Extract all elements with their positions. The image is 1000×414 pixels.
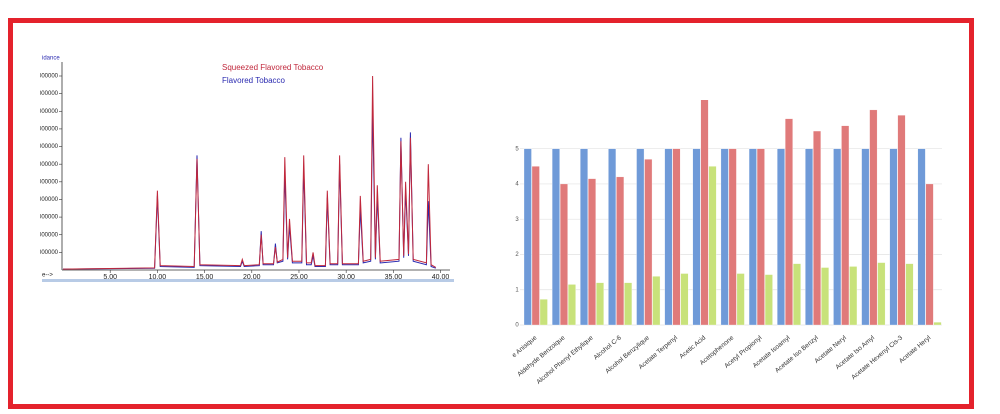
x-tick-label: 20.00 (243, 274, 261, 281)
bar (608, 148, 617, 326)
bar (567, 284, 576, 326)
x-tick-label: 15.00 (196, 274, 214, 281)
y-tick-label: 2000000 (35, 232, 59, 238)
y-tick-label: 8000000 (35, 126, 59, 132)
bar (539, 299, 548, 326)
bar (805, 148, 813, 326)
bar (905, 263, 914, 326)
bar (849, 266, 858, 326)
bar (869, 109, 878, 326)
bar (813, 130, 821, 326)
x-tick-label: 30.00 (337, 274, 355, 281)
bar (616, 176, 625, 326)
bar (580, 148, 588, 326)
bar (793, 263, 801, 326)
x-tick-label: 35.00 (385, 274, 403, 281)
bar (756, 148, 765, 326)
bar (652, 276, 661, 326)
y-tick-label: 1 (515, 287, 519, 293)
bar (917, 148, 926, 326)
y-tick-label: 3 (515, 217, 519, 223)
x-axis-bar (42, 279, 454, 282)
x-tick-label: 5.00 (103, 274, 117, 281)
bar (624, 282, 633, 326)
y-tick-label: 1000000 (35, 250, 59, 256)
bar (821, 267, 829, 326)
bar (764, 274, 773, 326)
bar (700, 100, 709, 326)
x-tick-label: 25.00 (290, 274, 308, 281)
bar (664, 148, 673, 326)
y-axis-label: idance (42, 56, 60, 62)
bar (644, 159, 653, 326)
x-axis-label: e--> (42, 273, 53, 279)
y-tick-label: 2 (515, 252, 519, 258)
bar (785, 118, 793, 326)
bar (877, 262, 886, 326)
x-tick-label: 10.00 (149, 274, 167, 281)
bar (897, 115, 906, 326)
y-tick-label: 6000000 (35, 162, 59, 168)
bar (889, 148, 898, 326)
y-tick-label: 9000000 (35, 109, 59, 115)
bar (692, 148, 701, 326)
x-tick-label: 40.00 (432, 274, 450, 281)
bar (748, 148, 757, 326)
y-tick-label: 3000000 (35, 215, 59, 221)
bar (736, 273, 745, 326)
bar (551, 148, 560, 326)
y-tick-label: 4 (515, 182, 519, 188)
bar (720, 148, 729, 326)
bar (559, 183, 568, 326)
bar (636, 148, 645, 326)
bar (861, 148, 870, 326)
bar (531, 166, 540, 326)
bar (925, 183, 934, 326)
y-tick-label: 10000000 (31, 91, 58, 97)
bar (728, 148, 737, 326)
y-tick-label: 0 (515, 323, 519, 329)
bar (841, 125, 850, 326)
bar (777, 148, 785, 326)
bar (523, 148, 532, 326)
bar (596, 282, 604, 326)
bar (672, 148, 681, 326)
legend-entry: Flavored Tobacco (222, 76, 286, 85)
y-tick-label: 5000000 (35, 179, 59, 185)
legend-entry: Squeezed Flavored Tobacco (222, 63, 324, 72)
bar (588, 178, 596, 326)
bar (708, 166, 717, 326)
bar (833, 148, 842, 326)
line-series (62, 75, 437, 270)
y-tick-label: 5 (515, 146, 519, 152)
bar (933, 322, 942, 326)
y-tick-label: 4000000 (35, 197, 59, 203)
bar (680, 273, 689, 326)
y-tick-label: 7000000 (35, 144, 59, 150)
y-tick-label: 11000000 (32, 74, 59, 80)
